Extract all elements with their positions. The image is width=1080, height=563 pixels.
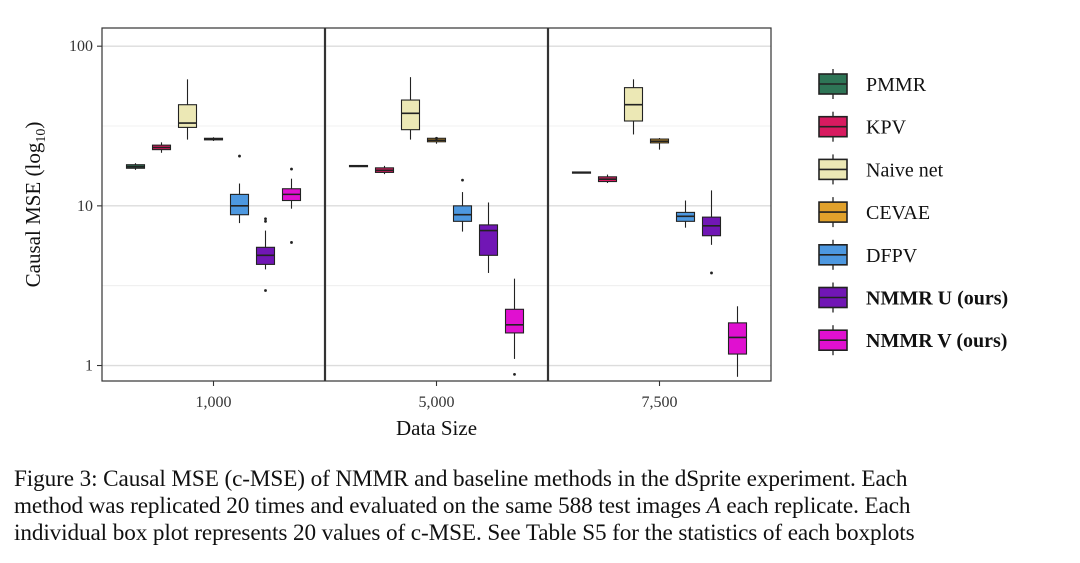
outlier-point [290,167,293,171]
box-nmmr-v-ours-5-000 [504,278,525,376]
figure-caption: Figure 3: Causal MSE (c-MSE) of NMMR and… [14,466,1074,547]
y-tick-label: 10 [77,198,93,215]
box-body [504,308,525,334]
outlier-point [513,372,516,376]
legend-item-naive-net: Naive net [818,154,944,185]
legend-label: DFPV [866,245,918,267]
box-body [727,322,748,355]
outlier-point [435,136,438,140]
box-pmmr-7-500 [571,171,592,174]
legend-label: NMMR U (ours) [866,288,1008,310]
x-tick-label: 1,000 [196,394,232,411]
box-body [229,193,250,216]
box-kpv-1-000 [151,142,172,153]
x-tick-label: 7,500 [642,394,678,411]
caption-line-2-end: each replicate. Each [720,493,911,519]
box-series [125,77,748,377]
caption-line-2-start: method was replicated 20 times and evalu… [14,493,707,519]
box-body [452,205,473,222]
box-pmmr-5-000 [348,164,369,168]
y-tick-label: 100 [69,38,93,55]
box-pmmr-1-000 [125,163,146,170]
caption-line-1: Figure 3: Causal MSE (c-MSE) of NMMR and… [14,466,908,492]
box-body [478,224,499,256]
y-axis-title: Causal MSE (log10) [21,122,49,288]
box-kpv-7-500 [597,174,618,184]
plot-panel [102,28,771,381]
legend-label: Naive net [866,159,944,181]
box-kpv-5-000 [374,165,395,175]
box-nmmr-v-ours-7-500 [727,306,748,377]
legend-item-nmmr-u-ours: NMMR U (ours) [818,282,1008,313]
outlier-point [238,154,241,158]
outlier-point [264,289,267,292]
box-nmmr-u-ours-1-000 [255,217,276,292]
box-cevae-5-000 [426,136,447,144]
box-body [177,104,198,128]
box-cevae-7-500 [649,138,670,150]
causal-mse-boxplot-chart: 1 10 100 1,000 5,000 7,500 Data Size Causal MSE… [21,27,1008,440]
legend-label: PMMR [866,74,927,96]
box-nmmr-u-ours-5-000 [478,202,499,273]
y-tick-label: 1 [85,358,93,375]
y-axis-title-close: ) [21,122,45,129]
y-axis: 1 10 100 [69,38,102,375]
outlier-point [710,271,713,275]
box-naive-net-1-000 [177,79,198,140]
x-axis: 1,000 5,000 7,500 [196,381,678,411]
box-nmmr-v-ours-1-000 [281,167,302,244]
x-tick-label: 5,000 [419,394,455,411]
legend-label: NMMR V (ours) [866,330,1007,352]
box-dfpv-7-500 [675,200,696,228]
caption-line-2: method was replicated 20 times and evalu… [14,493,1074,520]
y-axis-title-main: Causal MSE (log [21,142,45,287]
box-naive-net-7-500 [623,79,644,135]
outlier-point [290,241,293,244]
outlier-point [264,217,267,221]
box-nmmr-u-ours-7-500 [701,190,722,275]
legend: PMMR KPV Naive net CEVAE DFPV NMMR U (ours) NM… [818,69,1008,356]
outlier-point [461,178,464,182]
legend-label: KPV [866,117,907,139]
legend-item-pmmr: PMMR [818,69,927,99]
caption-variable: A [706,493,721,519]
box-dfpv-1-000 [229,154,250,224]
y-axis-title-subscript: 10 [34,129,49,143]
caption-line-3: individual box plot represents 20 values… [14,520,915,546]
box-body [400,99,421,131]
grid-lines [102,45,771,367]
box-cevae-1-000 [203,137,224,141]
legend-label: CEVAE [866,202,930,224]
legend-item-dfpv: DFPV [818,239,918,270]
x-axis-title: Data Size [396,416,477,440]
legend-item-kpv: KPV [818,111,907,142]
box-naive-net-5-000 [400,77,421,140]
legend-item-cevae: CEVAE [818,197,930,228]
legend-item-nmmr-v-ours: NMMR V (ours) [818,325,1007,356]
outlier-point [264,219,267,223]
box-dfpv-5-000 [452,178,473,232]
